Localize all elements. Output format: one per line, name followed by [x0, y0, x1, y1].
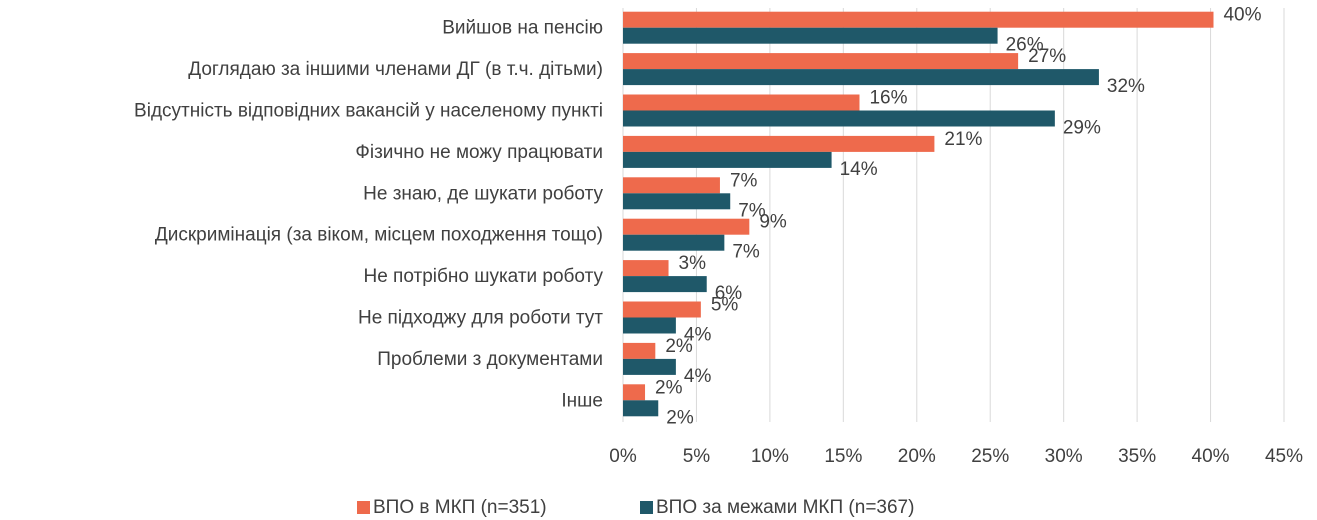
legend-label: ВПО за межами МКП (n=367) — [656, 497, 914, 518]
bar — [623, 276, 707, 293]
y-tick-label: Вийшов на пенсію — [442, 18, 603, 39]
data-label: 27% — [1028, 46, 1066, 67]
x-tick-label: 25% — [971, 446, 1009, 467]
data-label: 14% — [840, 159, 878, 180]
y-tick-label: Доглядаю за іншими членами ДГ (в т.ч. ді… — [188, 59, 603, 80]
x-tick-label: 30% — [1045, 446, 1083, 467]
bar — [623, 234, 725, 251]
bar — [623, 27, 998, 44]
x-tick-label: 5% — [683, 446, 711, 467]
data-label: 32% — [1107, 76, 1145, 97]
bar — [623, 301, 701, 318]
x-tick-label: 10% — [751, 446, 789, 467]
x-tick-label: 40% — [1192, 446, 1230, 467]
y-tick-label: Відсутність відповідних вакансій у насел… — [134, 101, 603, 122]
data-label: 2% — [655, 377, 683, 398]
bar — [623, 110, 1055, 127]
x-tick-label: 0% — [609, 446, 637, 467]
data-label: 26% — [1006, 35, 1044, 56]
bar — [623, 218, 750, 235]
y-tick-label: Не підходжу для роботи тут — [358, 308, 603, 329]
bar — [623, 384, 646, 401]
bar — [623, 94, 860, 111]
data-label: 40% — [1223, 5, 1261, 26]
bar — [623, 177, 720, 194]
bar — [623, 151, 832, 168]
bar — [623, 69, 1099, 86]
legend-swatch — [357, 501, 370, 514]
legend-label: ВПО в МКП (n=351) — [373, 497, 547, 518]
legend-swatch — [640, 501, 653, 514]
data-label: 29% — [1063, 118, 1101, 139]
bar — [623, 358, 676, 375]
data-label: 5% — [711, 295, 739, 316]
data-label: 2% — [666, 407, 694, 428]
bar — [623, 53, 1019, 70]
data-label: 4% — [684, 366, 712, 387]
data-label: 9% — [759, 212, 787, 233]
bar — [623, 135, 935, 152]
data-label: 16% — [869, 88, 907, 109]
y-tick-label: Не потрібно шукати роботу — [363, 266, 603, 287]
data-label: 21% — [944, 129, 982, 150]
x-tick-label: 45% — [1265, 446, 1303, 467]
y-tick-label: Дискримінація (за віком, місцем походжен… — [155, 225, 603, 246]
data-label: 2% — [665, 336, 693, 357]
data-label: 6% — [715, 283, 743, 304]
x-tick-label: 35% — [1118, 446, 1156, 467]
bar — [623, 11, 1214, 28]
bar — [623, 317, 676, 334]
data-label: 4% — [684, 325, 712, 346]
data-label: 7% — [738, 200, 766, 221]
x-tick-label: 20% — [898, 446, 936, 467]
y-tick-label: Фізично не можу працювати — [355, 142, 603, 163]
data-label: 7% — [732, 242, 760, 263]
bar — [623, 400, 659, 417]
y-tick-label: Інше — [561, 390, 603, 411]
x-tick-label: 15% — [824, 446, 862, 467]
bar — [623, 193, 731, 210]
bar — [623, 342, 656, 359]
data-label: 3% — [679, 253, 707, 274]
y-tick-label: Не знаю, де шукати роботу — [363, 183, 603, 204]
y-tick-label: Проблеми з документами — [377, 349, 603, 370]
data-label: 7% — [730, 170, 758, 191]
bar — [623, 260, 669, 277]
